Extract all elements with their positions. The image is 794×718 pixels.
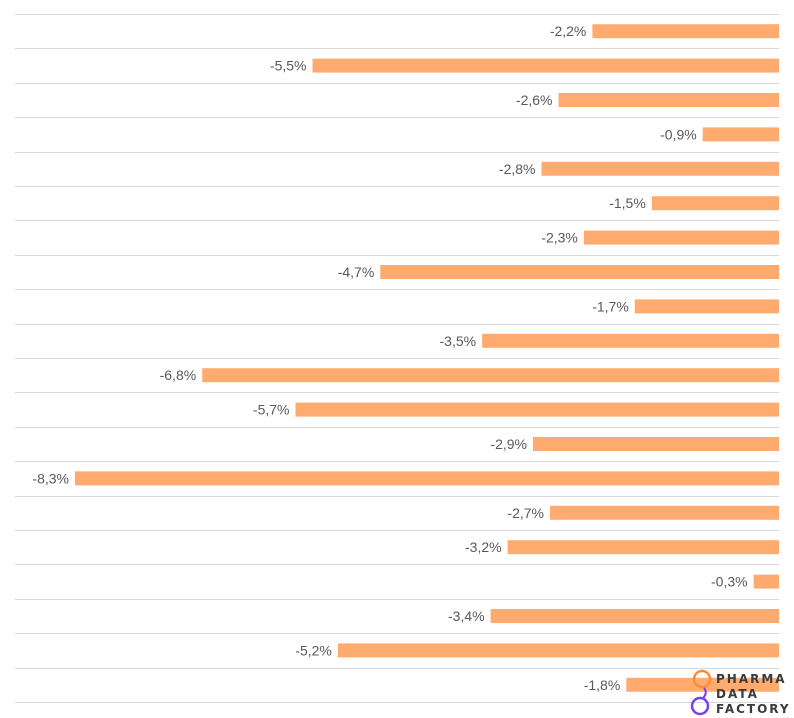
bar-value-label: -2,3% (541, 230, 578, 246)
bar-value-label: -1,5% (609, 195, 646, 211)
logo-line-2: DATA (716, 687, 759, 701)
bar-value-label: -0,3% (711, 574, 748, 590)
bar (541, 161, 779, 176)
bar (583, 230, 779, 245)
bar (75, 471, 779, 486)
bar-value-label: -5,5% (270, 58, 307, 74)
bar-value-label: -0,9% (660, 126, 697, 142)
bar-value-label: -2,9% (490, 436, 527, 452)
bar (312, 58, 779, 73)
bar (533, 437, 779, 451)
bar-value-label: -2,7% (507, 505, 544, 521)
bar-value-label: -2,2% (550, 23, 587, 39)
logo-line-1: PHARMA (716, 672, 787, 686)
bar-value-label: -3,4% (448, 608, 485, 624)
bar-value-label: -5,2% (295, 642, 332, 658)
logo-purple-ring-icon (690, 696, 710, 716)
bar (558, 93, 779, 107)
bar (550, 505, 779, 520)
bar (380, 265, 779, 279)
bar (634, 299, 779, 314)
bar (507, 540, 779, 555)
bar (490, 609, 779, 623)
bar-value-label: -1,8% (584, 677, 621, 693)
bar (592, 24, 779, 39)
bar (482, 333, 779, 348)
gridlines (15, 14, 779, 703)
bar (295, 402, 779, 417)
bar-value-label: -2,8% (499, 161, 536, 177)
bar-value-label: -3,5% (440, 333, 477, 349)
logo-orange-ring-icon (692, 669, 712, 689)
bar (753, 574, 779, 589)
bar-value-label: -2,6% (516, 92, 553, 108)
bar (202, 368, 779, 383)
bar-value-label: -6,8% (160, 367, 197, 383)
pharma-data-factory-logo: PHARMA DATA FACTORY (690, 669, 791, 716)
bar (337, 643, 779, 658)
bar-value-label: -4,7% (338, 264, 375, 280)
bar-value-label: -1,7% (592, 298, 629, 314)
bar (651, 196, 779, 211)
bar-value-label: -8,3% (32, 470, 69, 486)
bar (626, 677, 779, 692)
bar (702, 127, 779, 142)
logo-line-3: FACTORY (716, 702, 791, 716)
logo-link-icon (702, 687, 707, 699)
data-labels: -2,2% -5,5% -2,6% -0,9% -2,8% -1,5% -2,3% -4,7%… (32, 23, 747, 693)
bar-value-label: -3,2% (465, 539, 502, 555)
bars (75, 24, 779, 692)
bar-value-label: -5,7% (253, 402, 290, 418)
